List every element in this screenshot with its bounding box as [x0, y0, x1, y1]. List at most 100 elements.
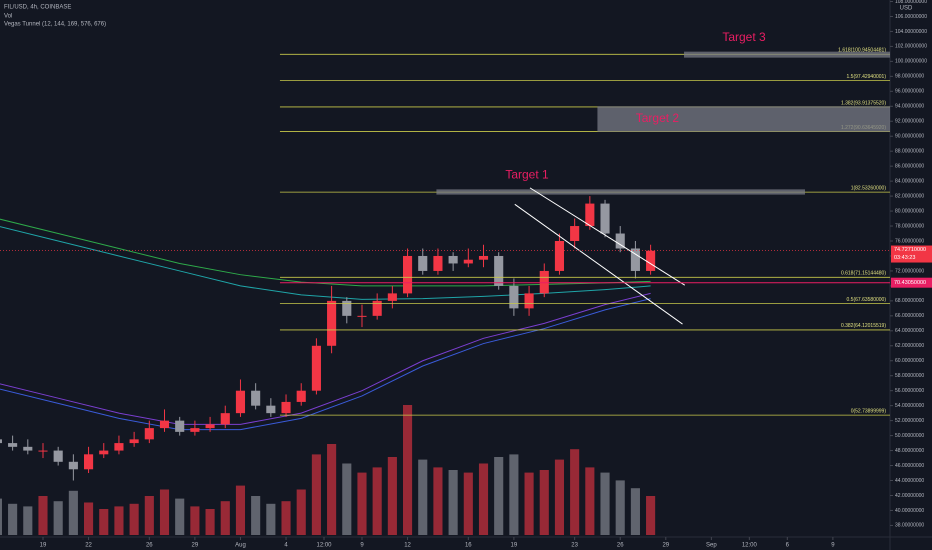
y-tick-label: 58.00000000	[895, 373, 924, 379]
x-tick-label: 26	[617, 543, 624, 549]
y-tick-label: 56.00000000	[895, 388, 924, 394]
fib-label: 0.5(67.63580000)	[847, 297, 887, 303]
candle-body	[327, 300, 337, 346]
candle-body	[144, 428, 154, 440]
fib-label: 0(52.73899999)	[851, 408, 887, 414]
volume-bar	[23, 506, 33, 535]
y-tick-label: 38.00000000	[895, 523, 924, 529]
candle-body	[342, 300, 352, 316]
candle-body	[387, 293, 397, 301]
x-tick-label: 12	[404, 543, 411, 549]
y-tick-label: 96.00000000	[895, 89, 924, 95]
volume-bar	[327, 444, 337, 535]
volume-bar	[175, 498, 185, 535]
y-tick-label: 82.00000000	[895, 193, 924, 199]
trend-line	[529, 187, 686, 286]
candle-body	[509, 285, 519, 309]
candle-body	[615, 233, 625, 249]
volume-bar	[190, 506, 200, 535]
volume-bar	[600, 472, 610, 535]
candle-body	[646, 250, 656, 271]
volume-bar	[129, 503, 139, 535]
x-tick-label: 29	[662, 543, 669, 549]
volume-bar	[494, 457, 504, 535]
volume-bar	[99, 509, 109, 535]
volume-bar	[585, 467, 595, 535]
candle-body	[570, 226, 580, 242]
x-tick-label: 12:00	[317, 543, 333, 549]
x-tick-label: 29	[192, 543, 199, 549]
x-tick-label: 26	[146, 543, 153, 549]
volume-bar	[387, 457, 397, 535]
volume-bar	[646, 496, 656, 535]
candle-body	[99, 450, 109, 455]
marker-price-label: 70.43050000	[894, 280, 926, 286]
candle-body	[478, 255, 489, 260]
target-label: Target 2	[636, 111, 680, 125]
volume-bar	[38, 496, 48, 535]
y-tick-label: 60.00000000	[895, 358, 924, 364]
candle-body	[402, 255, 413, 294]
fib-label: 1.382(93.91375520)	[841, 100, 886, 106]
y-tick-label: 76.00000000	[895, 238, 924, 244]
volume-bar	[144, 496, 154, 535]
volume-bar	[418, 459, 428, 535]
last-price-tag	[891, 245, 932, 263]
candle-body	[281, 401, 291, 414]
volume-bar	[220, 501, 230, 535]
candle-body	[220, 413, 230, 425]
candle-body	[235, 390, 246, 414]
last-price-label: 74.72710000	[894, 247, 926, 253]
trend-line	[514, 203, 683, 325]
candle-body	[585, 203, 595, 227]
moving-average	[0, 292, 651, 425]
y-tick-label: 52.00000000	[895, 418, 924, 424]
marker-price-tag	[891, 277, 932, 288]
volume-bar	[251, 496, 261, 535]
candle-body	[129, 439, 139, 444]
volume-bar	[235, 485, 246, 535]
candle-body	[418, 255, 428, 271]
target-label: Target 3	[722, 30, 766, 44]
candle-body	[53, 450, 63, 462]
y-tick-label: 86.00000000	[895, 163, 924, 169]
x-tick-label: 19	[511, 543, 518, 549]
volume-bar	[0, 498, 2, 535]
target-zone	[597, 106, 890, 132]
candle-body	[190, 428, 200, 432]
candle-body	[266, 405, 276, 414]
candle-body	[68, 461, 78, 470]
y-tick-label: 46.00000000	[895, 463, 924, 469]
volume-bar	[53, 501, 63, 535]
countdown-label: 03:43:23	[894, 255, 915, 261]
volume-bar	[296, 489, 306, 535]
volume-bar	[84, 502, 94, 535]
x-tick-label: Sep	[706, 543, 717, 549]
volume-bar	[114, 506, 124, 535]
fib-label: 1.5(97.42940001)	[847, 74, 887, 80]
candle-body	[251, 390, 261, 406]
target-zone	[436, 189, 805, 195]
volume-bar	[205, 509, 215, 535]
volume-bar	[266, 503, 276, 535]
y-tick-label: 88.00000000	[895, 149, 924, 155]
y-tick-label: 80.00000000	[895, 208, 924, 214]
y-tick-label: 54.00000000	[895, 403, 924, 409]
candle-body	[205, 424, 215, 429]
volume-bar	[311, 454, 321, 535]
y-tick-label: 108.00000000	[895, 0, 927, 5]
y-tick-label: 66.00000000	[895, 313, 924, 319]
candle-body	[23, 446, 33, 451]
x-tick-label: 9	[360, 543, 364, 549]
x-tick-label: 16	[465, 543, 472, 549]
y-tick-label: 40.00000000	[895, 508, 924, 514]
volume-bar	[159, 489, 170, 535]
y-tick-label: 100.00000000	[895, 59, 927, 65]
candle-body	[554, 241, 565, 271]
indicator-label: Vegas Tunnel (12, 144, 169, 576, 676)	[4, 22, 106, 28]
y-tick-label: 50.00000000	[895, 433, 924, 439]
volume-bar	[281, 501, 291, 535]
volume-bar	[8, 503, 18, 535]
volume-bar	[524, 472, 534, 535]
